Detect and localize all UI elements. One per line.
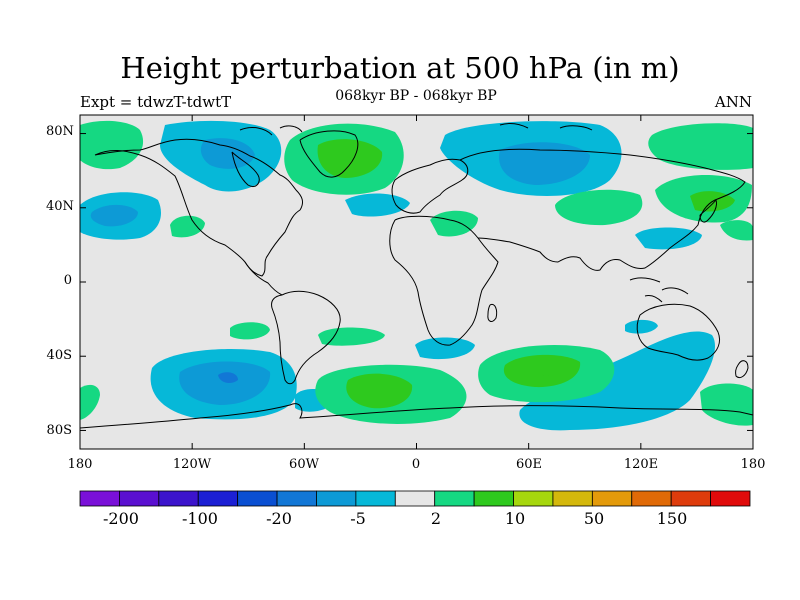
colorbar-label: -200 — [103, 509, 139, 528]
southeast-asia-islands — [629, 277, 689, 303]
indian-ocean-blue-patch — [625, 319, 658, 334]
colorbar-swatch — [394, 490, 436, 507]
europe-coast — [391, 158, 469, 214]
x-axis-ticks — [79, 115, 754, 449]
y-tick-label: 0 — [63, 273, 72, 288]
central-asia-green — [555, 189, 643, 226]
page-title: Height perturbation at 500 hPa (in m) — [120, 51, 680, 85]
north-canada-core — [200, 138, 255, 169]
colorbar-swatch — [79, 490, 120, 507]
pacific-east-green — [648, 123, 753, 170]
colorbar-swatch — [434, 490, 475, 507]
hudson-bay — [231, 151, 260, 188]
mideast-green — [430, 210, 478, 237]
x-tick-label: 180 — [740, 457, 766, 472]
colorbar-swatch — [355, 490, 396, 507]
colorbar-label: 10 — [504, 509, 526, 528]
period-label: 068kyr BP - 068kyr BP — [335, 88, 497, 104]
y-axis-ticks — [80, 133, 753, 431]
perturbation-field — [80, 120, 753, 431]
tropical-east-pacific-green — [720, 220, 753, 241]
south-pacific-center — [218, 372, 238, 383]
y-tick-label: 40N — [46, 199, 74, 214]
australia-coast — [636, 303, 721, 361]
indian-ocean-core — [503, 354, 581, 388]
south-africa-blue — [415, 337, 475, 360]
colorbar-label: -5 — [350, 509, 366, 528]
x-tick-label: 120W — [172, 457, 212, 472]
colorbar-swatch — [316, 490, 357, 507]
colorbar-swatch — [119, 490, 160, 507]
dateline-north-green — [80, 120, 144, 170]
arctic-islands — [239, 123, 593, 136]
west-pacific-blue — [635, 227, 702, 250]
new-zealand — [735, 360, 749, 379]
south-pacific-green-strip — [230, 322, 270, 340]
colorbar-label: -100 — [182, 509, 218, 528]
south-america-coast — [271, 290, 341, 385]
south-atlantic-core — [346, 373, 413, 409]
x-tick-label: 120E — [623, 457, 659, 472]
colorbar-swatch — [552, 490, 593, 507]
colorbar — [79, 490, 751, 507]
central-america-coast — [244, 261, 283, 296]
greenland-coast — [299, 130, 359, 178]
colorbar-swatch — [710, 490, 751, 507]
colorbar-swatch — [670, 490, 711, 507]
indian-ocean-center — [541, 370, 551, 376]
colorbar-swatch — [276, 490, 317, 507]
north-pacific-core — [90, 204, 138, 227]
colorbar-label: 150 — [656, 509, 688, 528]
y-tick-label: 80S — [46, 423, 72, 438]
colorbar-label: 50 — [583, 509, 605, 528]
colorbar-swatch — [237, 490, 278, 507]
siberia-core — [499, 142, 590, 185]
south-pacific-core — [179, 361, 271, 405]
colorbar-label: -20 — [266, 509, 292, 528]
x-tick-label: 0 — [411, 457, 421, 472]
x-tick-label: 60E — [515, 457, 543, 472]
colorbar-swatch — [197, 490, 239, 507]
y-tick-label: 40S — [46, 348, 72, 363]
south-pacific-green-strip-2 — [318, 327, 385, 346]
colorbar-swatch — [158, 490, 199, 507]
colorbar-swatch — [591, 490, 633, 507]
x-tick-label: 60W — [289, 457, 319, 472]
asia-coast — [459, 148, 746, 271]
madagascar — [487, 303, 498, 322]
africa-coast — [389, 215, 499, 346]
southwest-pacific-green — [700, 383, 753, 426]
east-pacific-green — [170, 215, 205, 238]
colorbar-label: 2 — [430, 509, 442, 528]
y-tick-label: 80N — [46, 124, 74, 139]
colorbar-swatch — [473, 490, 514, 507]
colorbar-swatch — [513, 490, 554, 507]
coastlines — [79, 123, 754, 429]
colorbar-swatch — [631, 490, 672, 507]
antarctica-coast — [79, 403, 754, 429]
dateline-south-green — [80, 384, 100, 420]
x-tick-label: 180 — [67, 457, 93, 472]
japan — [699, 198, 717, 223]
north-america-coast — [94, 138, 304, 277]
experiment-label: Expt = tdwzT-tdwtT — [80, 93, 232, 111]
greenland-core — [317, 139, 383, 178]
season-label: ANN — [714, 93, 752, 111]
